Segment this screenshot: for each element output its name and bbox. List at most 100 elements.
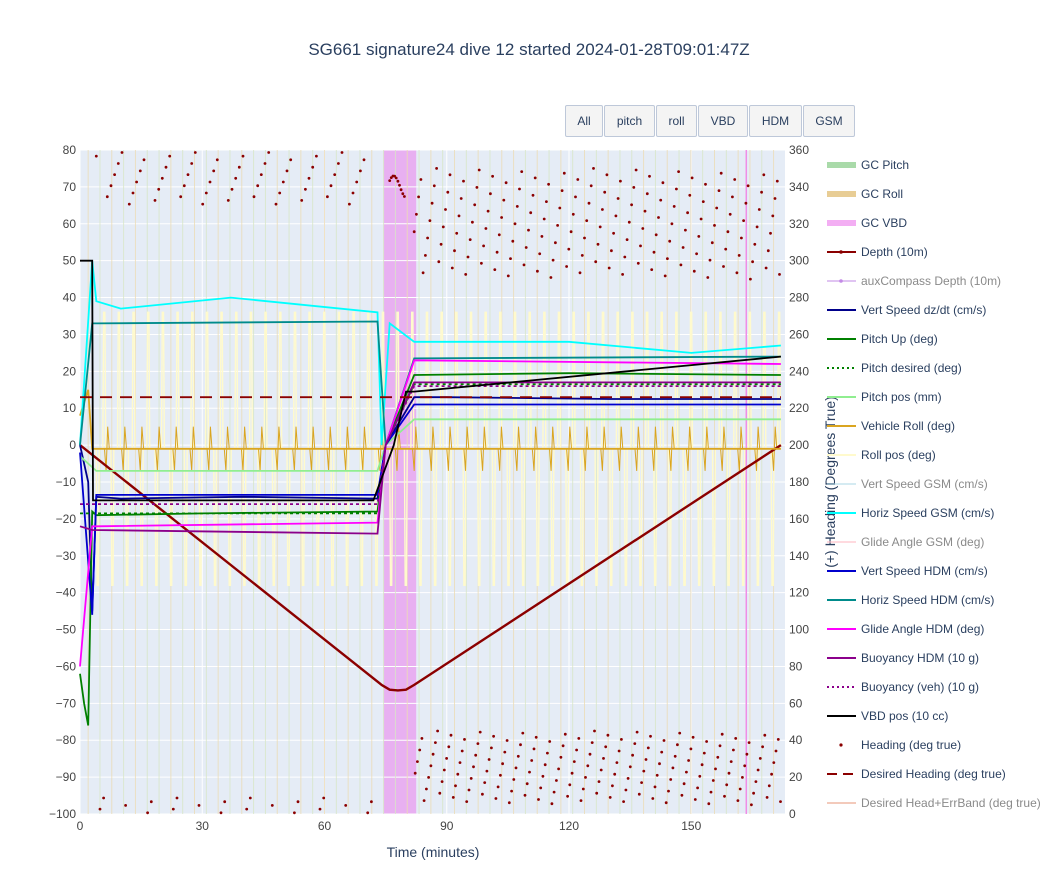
heading-point <box>359 169 362 173</box>
legend-item[interactable]: Vehicle Roll (deg) <box>827 419 955 433</box>
heading-point <box>578 271 582 275</box>
heading-point <box>616 197 620 200</box>
legend-label: Pitch desired (deg) <box>861 361 962 375</box>
y2-tick-label: 20 <box>789 770 803 784</box>
filter-pitch-button[interactable]: pitch <box>604 105 655 137</box>
legend-item[interactable]: Vert Speed HDM (cm/s) <box>827 564 988 578</box>
heading-point <box>223 800 227 804</box>
heading-point <box>208 180 212 184</box>
heading-point <box>659 198 663 202</box>
heading-point <box>505 739 509 742</box>
y-tick-label: −80 <box>56 733 77 747</box>
heading-point <box>530 759 534 762</box>
heading-point <box>651 797 655 800</box>
legend-label: Heading (deg true) <box>861 738 961 752</box>
heading-point <box>500 216 503 219</box>
legend-item[interactable]: Vert Speed dz/dt (cm/s) <box>827 303 986 317</box>
y-tick-label: 70 <box>63 180 77 194</box>
heading-point <box>585 219 589 223</box>
heading-point <box>706 276 710 279</box>
legend-item[interactable]: Horiz Speed GSM (cm/s) <box>827 506 994 520</box>
heading-point <box>697 235 701 238</box>
legend-item[interactable]: Buoyancy HDM (10 g) <box>827 651 979 665</box>
heading-point <box>627 220 631 224</box>
heading-point <box>344 804 348 807</box>
heading-point <box>493 268 497 271</box>
heading-point <box>725 783 729 787</box>
series-horiz-speed-gsm-cm-s <box>79 260 781 446</box>
heading-point <box>348 202 351 206</box>
heading-point <box>575 748 578 752</box>
legend-item[interactable]: GC VBD <box>827 216 907 230</box>
series-heading-markers <box>94 151 782 815</box>
heading-point <box>164 165 168 169</box>
x-tick-label: 120 <box>559 819 579 833</box>
heading-point <box>704 182 707 186</box>
heading-point <box>366 811 370 815</box>
heading-point <box>773 197 777 200</box>
heading-point <box>197 804 201 807</box>
filter-gsm-button[interactable]: GSM <box>803 105 855 137</box>
legend-item[interactable]: Vert Speed GSM (cm/s) <box>827 477 988 491</box>
legend-item[interactable]: Desired Head+ErrBand (deg true) <box>827 796 1041 810</box>
heading-point <box>672 205 676 208</box>
heading-point <box>761 745 764 749</box>
heading-point <box>542 217 546 221</box>
heading-point <box>681 246 685 249</box>
heading-point <box>688 193 692 197</box>
heading-point <box>469 777 473 780</box>
heading-point <box>753 242 757 246</box>
legend-item[interactable]: Pitch desired (deg) <box>827 361 962 375</box>
heading-point <box>94 154 98 158</box>
legend-item[interactable]: Glide Angle HDM (deg) <box>827 622 984 636</box>
heading-point <box>661 181 665 185</box>
heading-point <box>398 183 401 187</box>
heading-point <box>304 187 307 191</box>
heading-point <box>513 222 517 226</box>
legend-item[interactable]: GC Pitch <box>827 158 909 172</box>
legend-label: Desired Head+ErrBand (deg true) <box>861 796 1041 810</box>
filter-roll-button[interactable]: roll <box>656 105 697 137</box>
legend-item[interactable]: Buoyancy (veh) (10 g) <box>827 680 979 694</box>
legend-item[interactable]: Heading (deg true) <box>839 738 961 752</box>
heading-point <box>113 173 116 177</box>
legend-item[interactable]: Glide Angle GSM (deg) <box>827 535 984 549</box>
filter-hdm-button[interactable]: HDM <box>749 105 802 137</box>
heading-point <box>393 174 396 178</box>
legend-label: Vert Speed GSM (cm/s) <box>861 477 988 491</box>
heading-point <box>592 167 595 170</box>
heading-point <box>245 807 249 811</box>
legend-item[interactable]: Horiz Speed HDM (cm/s) <box>827 593 994 607</box>
legend-item[interactable]: Pitch Up (deg) <box>827 332 938 346</box>
heading-point <box>201 202 205 206</box>
heading-point <box>532 747 536 751</box>
heading-point <box>437 260 441 264</box>
legend-item[interactable]: auxCompass Depth (10m) <box>827 274 1001 288</box>
chart-title: SG661 signature24 dive 12 started 2024-0… <box>308 40 750 59</box>
heading-point <box>693 798 697 801</box>
heading-point <box>502 198 506 202</box>
heading-point <box>252 195 256 199</box>
y2-tick-label: 160 <box>789 512 809 526</box>
y2-tick-label: 120 <box>789 586 809 600</box>
legend-item[interactable]: VBD pos (10 cc) <box>827 709 948 723</box>
heading-point <box>718 744 722 748</box>
legend-item[interactable]: Depth (10m) <box>827 245 928 259</box>
heading-point <box>417 195 420 199</box>
heading-point <box>281 180 285 184</box>
filter-all-button[interactable]: All <box>565 105 603 137</box>
heading-point <box>778 273 781 276</box>
heading-point <box>355 180 359 184</box>
heading-point <box>744 201 748 205</box>
legend-item[interactable]: Desired Heading (deg true) <box>827 767 1006 781</box>
heading-point <box>584 776 587 779</box>
heading-point <box>434 741 437 744</box>
heading-point <box>124 804 127 807</box>
filter-vbd-button[interactable]: VBD <box>698 105 748 137</box>
legend-item[interactable]: Pitch pos (mm) <box>827 390 942 404</box>
series-glide-angle-hdm-deg <box>79 359 781 667</box>
heading-point <box>432 184 436 188</box>
legend-item[interactable]: GC Roll <box>827 187 903 201</box>
legend-item[interactable]: Roll pos (deg) <box>827 448 936 462</box>
heading-point <box>623 255 627 259</box>
